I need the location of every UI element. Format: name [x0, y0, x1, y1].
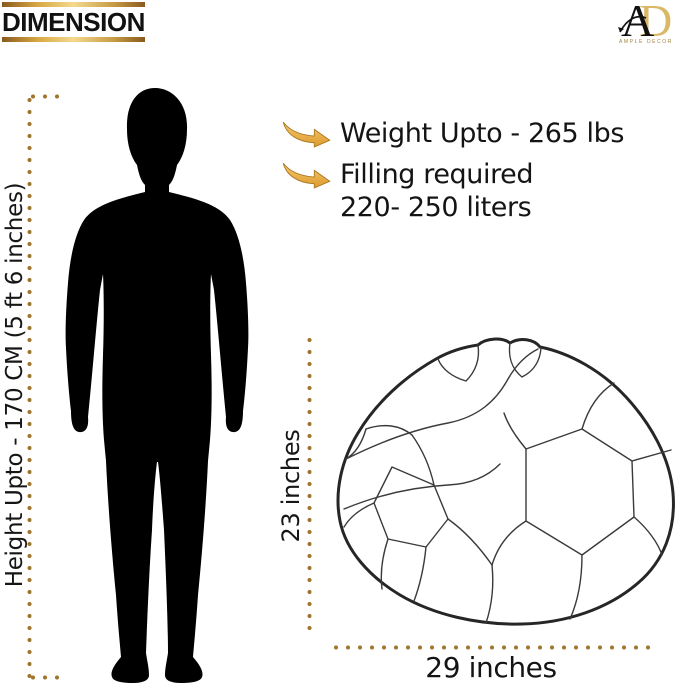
logo-letter-d: D	[639, 1, 672, 46]
filling-spec-line2: 220- 250 liters	[340, 192, 532, 223]
brand-name: AMPLE DECOR	[619, 39, 673, 45]
beanbag-height-label: 23 inches	[277, 429, 305, 543]
beanbag-width-dotted-line	[330, 645, 652, 650]
weight-spec-text: Weight Upto - 265 lbs	[340, 118, 624, 149]
standing-man-silhouette	[65, 88, 249, 683]
height-ruler-bottom-cap	[27, 675, 61, 680]
page-title: DIMENSION	[2, 7, 145, 37]
arrow-icon	[282, 121, 331, 148]
beanbag-width-label: 29 inches	[425, 651, 557, 684]
height-ruler-top-cap	[27, 94, 61, 99]
title-block: DIMENSION	[2, 2, 145, 42]
brand-logo: D A AMPLE DECOR	[615, 1, 677, 47]
title-rule-top	[2, 2, 145, 7]
title-rule-bottom	[2, 37, 145, 42]
beanbag-height-dotted-line	[307, 334, 312, 634]
arrow-icon	[282, 162, 331, 189]
beanbag-illustration	[336, 337, 675, 626]
logo-swash-tip	[618, 27, 624, 32]
person-height-label: Height Upto - 170 CM (5 ft 6 inches)	[2, 182, 28, 588]
filling-spec-line1: Filling required	[340, 159, 534, 190]
height-ruler-dotted-line	[27, 94, 32, 680]
